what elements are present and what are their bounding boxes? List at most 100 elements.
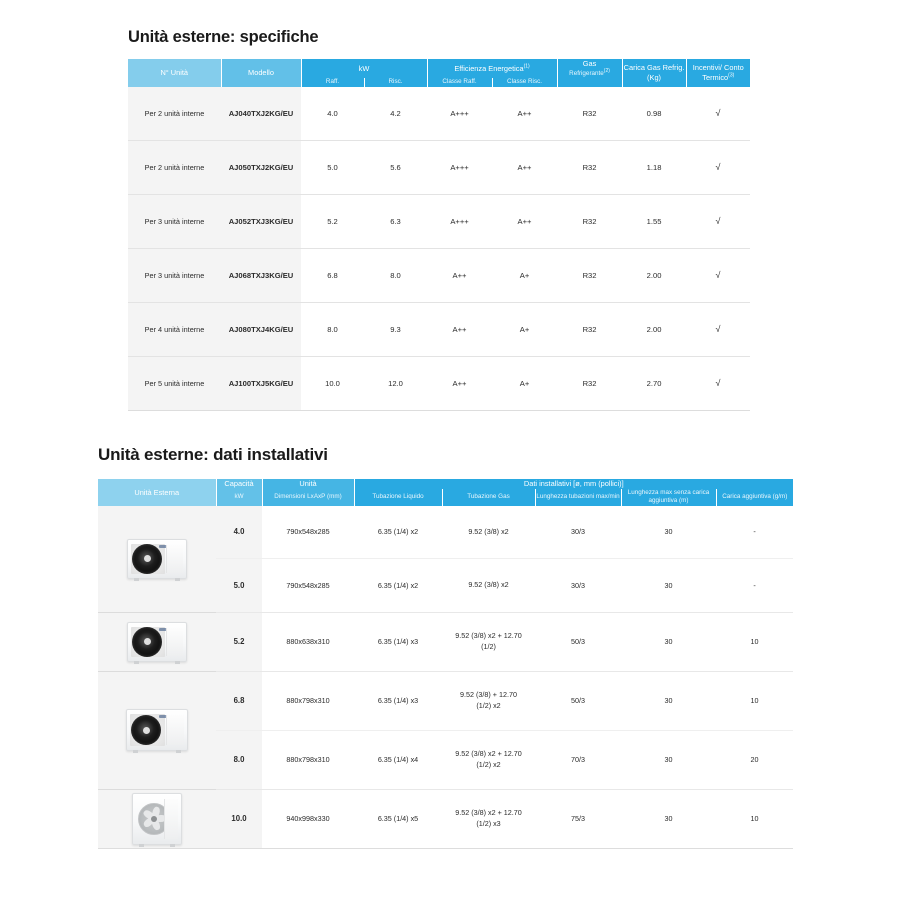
- cell-n-unita: Per 2 unità interne: [128, 140, 221, 195]
- table-header-row-sub: kW Dimensioni LxAxP (mm) Tubazione Liqui…: [98, 488, 794, 506]
- header-modello: Modello: [221, 59, 302, 87]
- cell-tubazione-gas: 9.52 (3/8) x2 + 12.70 (1/2): [442, 612, 535, 672]
- unit-feet: [137, 843, 177, 847]
- unit-feet: [131, 750, 183, 754]
- cell-classe-raff: A++: [427, 248, 493, 303]
- table-specifiche: N° Unità Modello kW Efficienza Energetic…: [128, 59, 751, 411]
- cell-modello: AJ100TXJ5KG/EU: [221, 356, 301, 411]
- cell-tubazione-liquido: 6.35 (1/4) x3: [354, 671, 442, 731]
- cell-capacita: 4.0: [216, 505, 262, 559]
- cell-gas: R32: [557, 140, 623, 195]
- outdoor-unit-tall-light-fan-icon: [132, 792, 182, 847]
- cell-capacita: 6.8: [216, 671, 262, 731]
- cell-raff: 8.0: [301, 302, 364, 357]
- header-kw-raff: Raff.: [301, 78, 365, 87]
- cell-dimensioni: 790x548x285: [262, 505, 354, 559]
- cell-tubazione-gas: 9.52 (3/8) x2: [442, 558, 535, 613]
- cell-tubazione-liquido: 6.35 (1/4) x5: [354, 789, 442, 849]
- cell-dimensioni: 880x638x310: [262, 612, 354, 672]
- cell-unit-image: [98, 671, 216, 790]
- cell-gas: R32: [557, 194, 623, 249]
- cell-incentivi-checkmark: √: [686, 302, 751, 357]
- cell-modello: AJ080TXJ4KG/EU: [221, 302, 301, 357]
- unit-feet: [132, 577, 182, 581]
- cell-classe-risc: A++: [492, 86, 558, 141]
- cell-carica: 0.98: [622, 86, 687, 141]
- table-row: 5.0 790x548x285 6.35 (1/4) x2 9.52 (3/8)…: [98, 558, 794, 613]
- cell-lunghezza-tubazioni: 50/3: [535, 671, 621, 731]
- header-gas-label: Gas: [582, 59, 597, 68]
- unit-side-panel: [166, 715, 184, 746]
- cell-n-unita: Per 2 unità interne: [128, 86, 221, 141]
- header-incentivi: Incentivi/ Conto Termico(3): [686, 59, 751, 87]
- cell-tubazione-gas-line1: 9.52 (3/8) x2 + 12.70: [455, 631, 522, 641]
- header-carica-aggiuntiva: Carica aggiuntiva (g/m): [716, 488, 794, 506]
- cell-capacita: 10.0: [216, 789, 262, 849]
- cell-carica: 2.70: [622, 356, 687, 411]
- header-capacita: Capacità: [216, 479, 263, 489]
- cell-lunghezza-tubazioni: 30/3: [535, 558, 621, 613]
- cell-gas: R32: [557, 302, 623, 357]
- unit-fan-blades: [139, 804, 169, 834]
- table-header-row-top: N° Unità Modello kW Efficienza Energetic…: [128, 59, 751, 87]
- cell-raff: 6.8: [301, 248, 364, 303]
- unit-side-panel: [163, 798, 178, 839]
- unit-fan-dark: [132, 543, 162, 574]
- header-classe-risc: Classe Risc.: [492, 78, 558, 87]
- table-row: Per 2 unità interne AJ050TXJ2KG/EU 5.0 5…: [128, 140, 751, 195]
- cell-gas: R32: [557, 248, 623, 303]
- page-title-dati-installativi: Unità esterne: dati installativi: [98, 445, 328, 464]
- header-gas-sub-label: Refrigerante: [569, 69, 604, 77]
- unit-fan-dark: [131, 715, 161, 746]
- table-row: Per 3 unità interne AJ052TXJ3KG/EU 5.2 6…: [128, 194, 751, 249]
- table-row: 8.0 880x798x310 6.35 (1/4) x4 9.52 (3/8)…: [98, 730, 794, 790]
- outdoor-unit-wide-dark-fan-icon: [126, 709, 188, 754]
- table-row: 10.0 940x998x330 6.35 (1/4) x5 9.52 (3/8…: [98, 789, 794, 849]
- header-efficienza-label: Efficienza Energetica: [454, 63, 524, 73]
- header-kw: kW: [301, 59, 428, 79]
- table-row: 6.8 880x798x310 6.35 (1/4) x3 9.52 (3/8)…: [98, 671, 794, 790]
- cell-tubazione-gas-line1: 9.52 (3/8) + 12.70: [460, 690, 517, 700]
- section-specifiche: Unità esterne: specifiche N° Unità Model…: [128, 28, 751, 411]
- cell-classe-raff: A++: [427, 356, 493, 411]
- cell-tubazione-gas-line1: 9.52 (3/8) x2: [468, 526, 509, 536]
- footnote-marker-1: (1): [523, 63, 530, 70]
- cell-risc: 5.6: [364, 140, 428, 195]
- cell-tubazione-gas-line2: (1/2): [481, 641, 496, 651]
- cell-risc: 9.3: [364, 302, 428, 357]
- cell-carica-aggiuntiva: -: [716, 558, 794, 613]
- cell-carica-aggiuntiva: 10: [716, 789, 794, 849]
- page-title-specifiche: Unità esterne: specifiche: [128, 28, 319, 46]
- cell-risc: 4.2: [364, 86, 428, 141]
- cell-n-unita: Per 4 unità interne: [128, 302, 221, 357]
- cell-risc: 6.3: [364, 194, 428, 249]
- cell-dimensioni: 880x798x310: [262, 671, 354, 731]
- header-dimensioni: Dimensioni LxAxP (mm): [262, 488, 355, 506]
- header-n-unita: N° Unità: [128, 59, 222, 87]
- cell-modello: AJ050TXJ2KG/EU: [221, 140, 301, 195]
- header-classe-raff: Classe Raff.: [427, 78, 493, 87]
- cell-carica: 2.00: [622, 248, 687, 303]
- table-body-dati-installativi: 4.0 790x548x285 6.35 (1/4) x2 9.52 (3/8)…: [98, 505, 794, 849]
- cell-classe-risc: A++: [492, 194, 558, 249]
- outdoor-unit-illustration-wrap: [98, 538, 216, 581]
- cell-tubazione-gas: 9.52 (3/8) + 12.70 (1/2) x2: [442, 671, 535, 731]
- cell-carica-aggiuntiva: 20: [716, 730, 794, 790]
- cell-tubazione-gas-line1: 9.52 (3/8) x2: [468, 580, 509, 590]
- cell-n-unita: Per 3 unità interne: [128, 194, 221, 249]
- cell-raff: 5.0: [301, 140, 364, 195]
- outdoor-unit-wide-dark-fan-icon: [127, 538, 187, 581]
- cell-modello: AJ040TXJ2KG/EU: [221, 86, 301, 141]
- cell-raff: 4.0: [301, 86, 364, 141]
- cell-capacita: 5.2: [216, 612, 262, 672]
- cell-incentivi-checkmark: √: [686, 356, 751, 411]
- cell-tubazione-liquido: 6.35 (1/4) x2: [354, 558, 442, 613]
- cell-tubazione-gas: 9.52 (3/8) x2 + 12.70 (1/2) x3: [442, 789, 535, 849]
- section-dati-installativi: Unità esterne: dati installativi Unità E…: [98, 445, 794, 849]
- cell-classe-risc: A+: [492, 302, 558, 357]
- table-row: Per 3 unità interne AJ068TXJ3KG/EU 6.8 8…: [128, 248, 751, 303]
- cell-tubazione-gas-line1: 9.52 (3/8) x2 + 12.70: [455, 749, 522, 759]
- outdoor-unit-wide-dark-fan-icon: [127, 621, 187, 664]
- unit-fan-hub: [151, 815, 157, 822]
